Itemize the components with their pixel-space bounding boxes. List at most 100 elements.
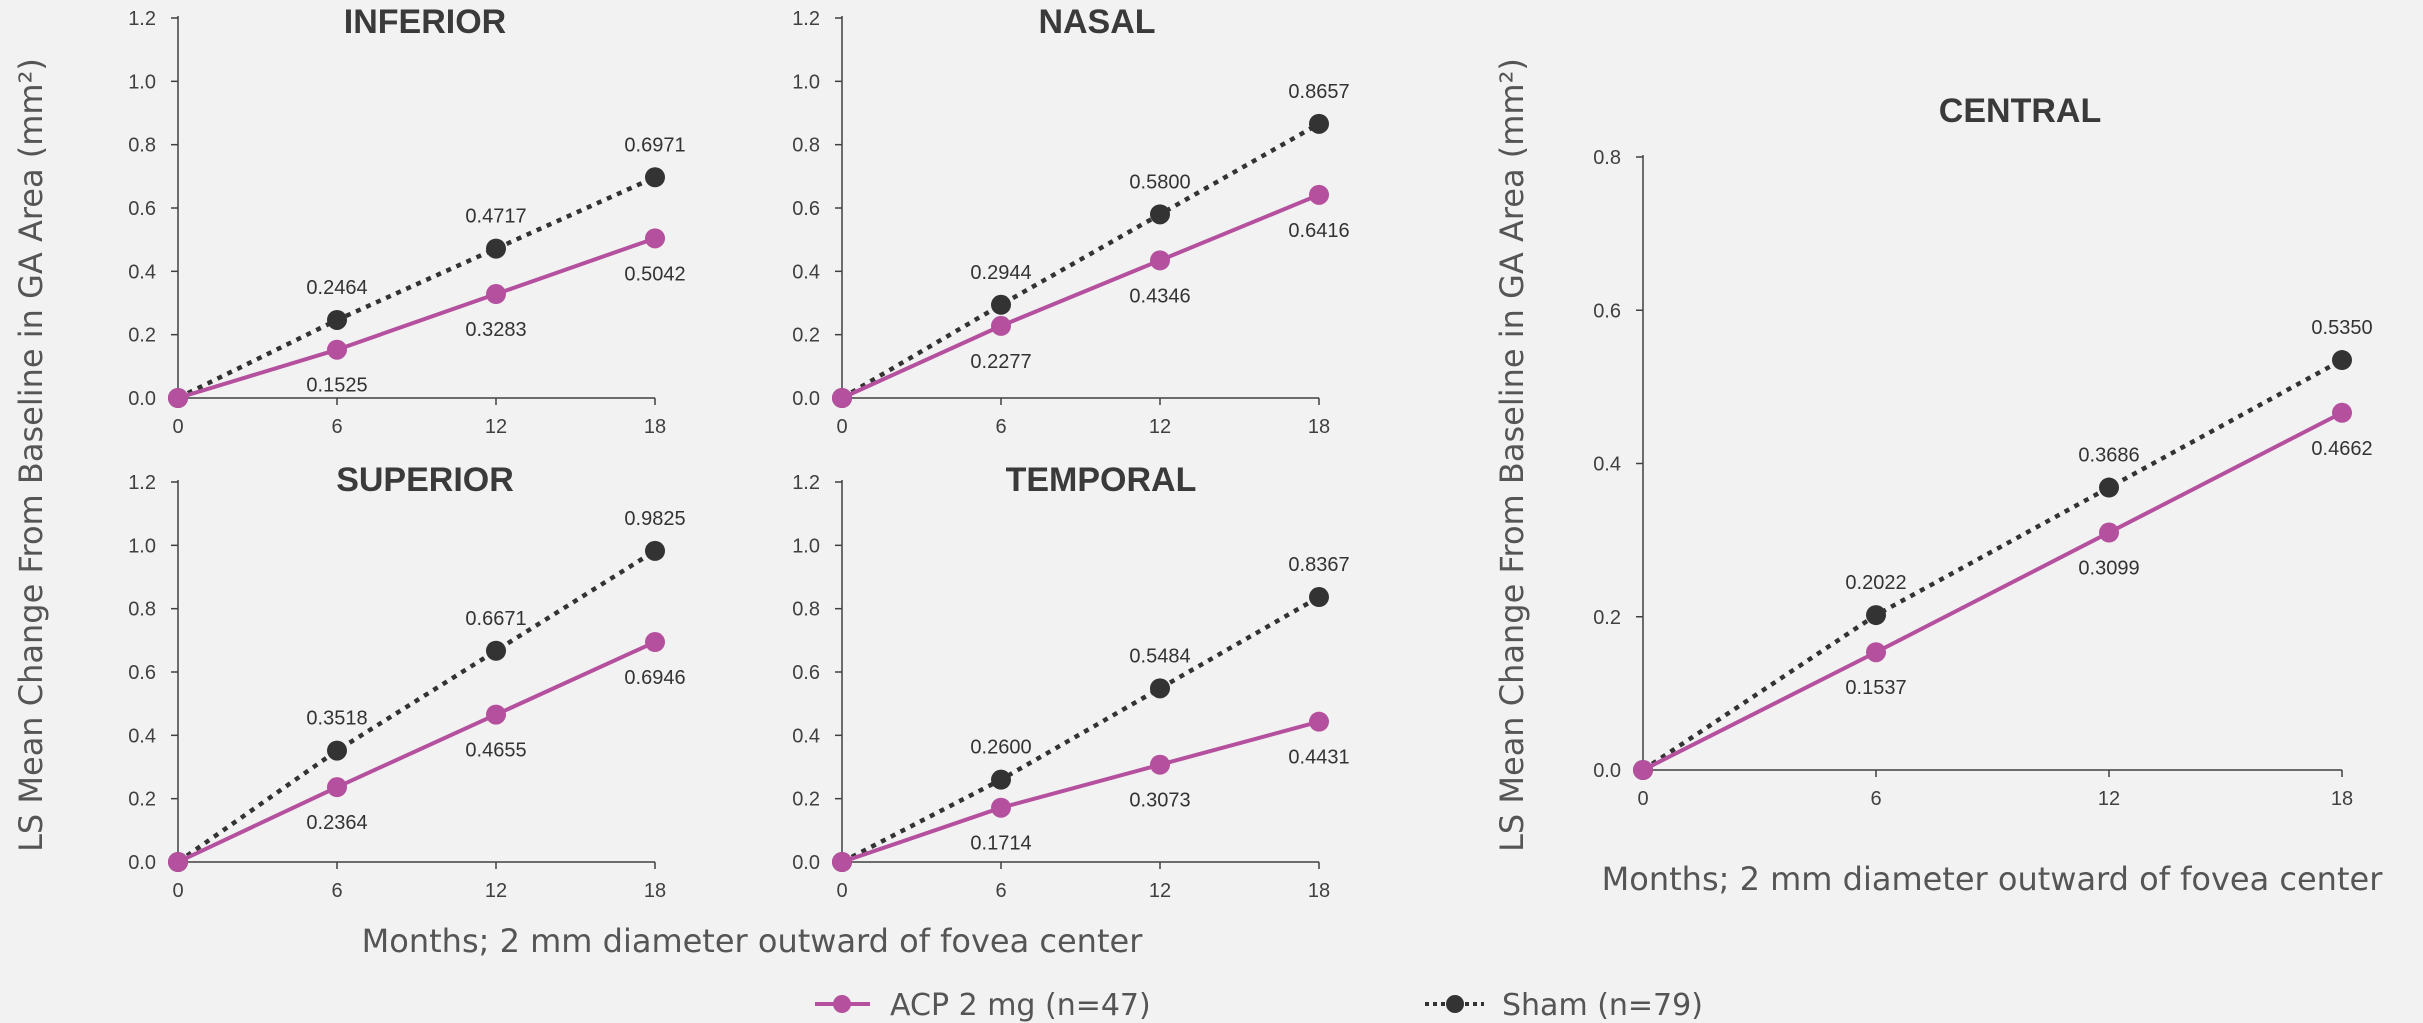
panel-title-superior: SUPERIOR	[336, 461, 514, 499]
acp-point	[2332, 402, 2352, 423]
acp-data-label: 0.6946	[624, 667, 685, 689]
x-tick-label: 12	[1149, 880, 1171, 902]
y-tick-label: 1.0	[128, 71, 156, 93]
x-tick-label: 12	[485, 416, 507, 438]
x-tick-label: 18	[644, 416, 666, 438]
y-tick-label: 0.4	[128, 261, 156, 283]
panel-superior: 0.0 0.2 0.4 0.6 0.8 1.0 1.2 0 6 12 18 SUPERIOR 0.351…	[128, 461, 685, 902]
x-axis-label-right: Months; 2 mm diameter outward of fovea c…	[1602, 860, 2384, 898]
y-tick-label: 0.4	[792, 725, 820, 747]
sham-point	[991, 294, 1011, 315]
y-tick-label: 0.6	[792, 198, 820, 220]
sham-data-label: 0.8657	[1288, 81, 1349, 103]
acp-point	[327, 777, 347, 798]
sham-point	[991, 769, 1011, 790]
panels-layer: 0.0 0.2 0.4 0.6 0.8 1.0 1.2 0 6 12 18 INFERIOR 0.246…	[128, 3, 2372, 902]
y-tick-label: 1.2	[792, 472, 820, 494]
acp-series-line	[841, 719, 1320, 864]
sham-point	[1150, 204, 1170, 225]
legend-sham-marker	[1446, 995, 1464, 1013]
acp-point	[1150, 250, 1170, 271]
sham-point	[1309, 587, 1329, 608]
y-tick-label: 1.0	[128, 535, 156, 557]
acp-point	[168, 852, 188, 872]
sham-series-line	[176, 548, 657, 864]
y-tick-label: 0.4	[1593, 454, 1621, 476]
x-tick-label: 6	[995, 416, 1006, 438]
sham-point	[327, 309, 347, 330]
acp-point	[832, 852, 852, 872]
y-axis-label-right: LS Mean Change From Baseline in GA Area …	[1493, 58, 1531, 852]
sham-data-label: 0.2600	[970, 737, 1031, 759]
sham-data-label: 0.2022	[1845, 572, 1906, 594]
acp-data-label: 0.6416	[1288, 220, 1349, 242]
y-tick-label: 0.0	[128, 852, 156, 874]
acp-data-label: 0.3099	[2078, 558, 2139, 580]
y-tick-label: 0.2	[792, 325, 820, 347]
x-tick-label: 12	[2098, 788, 2120, 810]
y-tick-label: 0.8	[792, 135, 820, 157]
sham-point	[486, 640, 506, 661]
y-tick-label: 0.4	[792, 261, 820, 283]
acp-data-label: 0.4662	[2311, 438, 2372, 460]
acp-point	[1150, 754, 1170, 775]
sham-point	[2099, 477, 2119, 498]
y-tick-label: 1.2	[792, 8, 820, 30]
panel-temporal: 0.0 0.2 0.4 0.6 0.8 1.0 1.2 0 6 12 18 TEMPORAL 0.260…	[792, 461, 1349, 902]
acp-point	[486, 284, 506, 305]
sham-series-line	[177, 175, 656, 401]
sham-series-line	[1641, 358, 2344, 772]
sham-data-label: 0.3518	[306, 708, 367, 730]
acp-point	[327, 339, 347, 360]
x-tick-label: 0	[836, 880, 847, 902]
sham-data-label: 0.2464	[306, 277, 367, 299]
acp-point	[832, 388, 852, 408]
y-tick-label: 0.0	[128, 388, 156, 410]
x-tick-label: 18	[644, 880, 666, 902]
acp-point	[1309, 711, 1329, 732]
x-tick-label: 0	[836, 416, 847, 438]
x-tick-label: 6	[331, 880, 342, 902]
acp-series-line	[1642, 410, 2343, 772]
acp-data-label: 0.4431	[1288, 747, 1349, 769]
sham-point	[645, 540, 665, 561]
x-tick-label: 18	[1308, 416, 1330, 438]
acp-series-line	[841, 192, 1320, 400]
sham-data-label: 0.4717	[465, 206, 526, 228]
acp-point	[1309, 184, 1329, 205]
sham-data-label: 0.5350	[2311, 317, 2372, 339]
x-tick-label: 0	[1637, 788, 1648, 810]
acp-point	[991, 797, 1011, 818]
y-tick-label: 0.4	[128, 725, 156, 747]
x-tick-label: 18	[2331, 788, 2353, 810]
panel-title-temporal: TEMPORAL	[1006, 461, 1197, 499]
acp-point	[486, 704, 506, 725]
legend: ACP 2 mg (n=47) Sham (n=79)	[815, 988, 1703, 1023]
y-axis-label-left: LS Mean Change From Baseline in GA Area …	[12, 58, 50, 852]
y-tick-label: 0.6	[128, 662, 156, 684]
acp-data-label: 0.2277	[970, 351, 1031, 373]
sham-point	[1150, 678, 1170, 699]
y-tick-label: 1.2	[128, 8, 156, 30]
x-tick-label: 12	[485, 880, 507, 902]
y-tick-label: 1.0	[792, 535, 820, 557]
sham-series-line	[840, 595, 1321, 864]
acp-series-line	[177, 236, 656, 400]
acp-data-label: 0.4655	[465, 740, 526, 762]
sham-data-label: 0.6671	[465, 608, 526, 630]
acp-data-label: 0.3073	[1129, 790, 1190, 812]
panel-inferior: 0.0 0.2 0.4 0.6 0.8 1.0 1.2 0 6 12 18 INFERIOR 0.246…	[128, 3, 685, 438]
acp-point	[2099, 522, 2119, 543]
acp-data-label: 0.4346	[1129, 285, 1190, 307]
y-tick-label: 0.8	[792, 599, 820, 621]
sham-point	[645, 167, 665, 188]
y-tick-label: 1.0	[792, 71, 820, 93]
panel-central: 0.0 0.2 0.4 0.6 0.8 0 6 12 18 CENTRAL 0.2022 0.3686…	[1593, 92, 2372, 810]
y-tick-label: 0.2	[1593, 607, 1621, 629]
x-tick-label: 12	[1149, 416, 1171, 438]
y-tick-label: 0.6	[128, 198, 156, 220]
x-tick-label: 0	[172, 416, 183, 438]
legend-acp-marker	[833, 995, 851, 1013]
sham-point	[2332, 350, 2352, 371]
y-tick-label: 0.0	[792, 852, 820, 874]
